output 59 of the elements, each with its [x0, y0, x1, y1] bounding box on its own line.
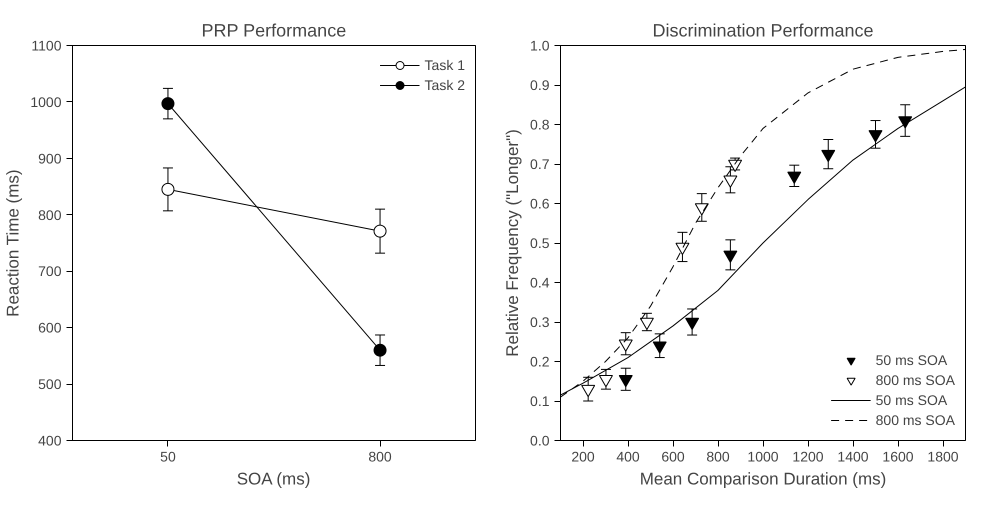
- point: [723, 250, 738, 263]
- x-tick-label: 1800: [927, 448, 959, 464]
- point: [723, 176, 738, 188]
- x-tick-label: 800: [368, 448, 392, 464]
- y-tick-label: 500: [38, 376, 62, 392]
- legend-label: 800 ms SOA: [876, 372, 955, 388]
- point: [685, 318, 700, 330]
- point: [161, 182, 174, 196]
- y-tick-label: 0.2: [530, 354, 550, 370]
- y-tick-label: 800: [38, 206, 62, 223]
- legend-label: 800 ms SOA: [876, 412, 955, 428]
- x-tick-label: 400: [616, 448, 640, 464]
- x-tick-label: 50: [160, 448, 176, 464]
- point: [618, 375, 633, 388]
- y-tick-label: 0.1: [530, 393, 550, 409]
- y-tick-label: 0.7: [530, 156, 550, 172]
- y-axis-title: Relative Frequency ("Longer"): [503, 129, 522, 357]
- y-tick-label: 1.0: [530, 38, 550, 54]
- y-tick-label: 700: [38, 263, 62, 280]
- point: [787, 172, 802, 184]
- x-tick-label: 1400: [837, 448, 869, 464]
- x-tick-label: 1600: [882, 448, 914, 464]
- y-tick-label: 900: [38, 150, 62, 166]
- point: [374, 224, 387, 238]
- x-tick-label: 1000: [747, 448, 779, 464]
- x-tick-label: 1200: [792, 448, 824, 464]
- x-axis-title: SOA (ms): [236, 470, 310, 488]
- y-tick-label: 0.9: [530, 77, 550, 93]
- y-tick-label: 600: [38, 320, 62, 336]
- legend-label: 50 ms SOA: [876, 392, 948, 408]
- point: [675, 242, 690, 255]
- x-tick-label: 200: [571, 448, 595, 464]
- x-axis-title: Mean Comparison Duration (ms): [640, 470, 886, 488]
- legend-label: Task 1: [424, 57, 465, 73]
- x-tick-label: 800: [706, 448, 730, 464]
- y-tick-label: 400: [38, 432, 62, 448]
- chart-title: Discrimination Performance: [652, 20, 874, 40]
- point: [618, 339, 633, 352]
- chart-title: PRP Performance: [201, 20, 346, 40]
- point: [640, 318, 654, 330]
- point: [652, 341, 667, 354]
- point: [581, 384, 596, 398]
- y-tick-label: 0.3: [530, 314, 550, 330]
- point: [821, 150, 836, 162]
- point: [868, 130, 882, 142]
- y-tick-label: 0.6: [530, 196, 550, 212]
- y-tick-label: 0.5: [530, 235, 550, 251]
- legend-label: Task 2: [424, 77, 465, 93]
- point: [161, 97, 174, 110]
- y-tick-label: 0.8: [530, 116, 550, 132]
- y-tick-label: 1000: [30, 94, 62, 110]
- legend-label: 50 ms SOA: [876, 352, 948, 368]
- y-tick-label: 0.0: [530, 432, 550, 448]
- point: [374, 344, 387, 357]
- point: [598, 375, 613, 388]
- y-tick-label: 0.4: [530, 274, 550, 290]
- y-tick-label: 1100: [31, 38, 62, 54]
- y-axis-title: Reaction Time (ms): [3, 169, 22, 317]
- x-tick-label: 600: [661, 448, 685, 464]
